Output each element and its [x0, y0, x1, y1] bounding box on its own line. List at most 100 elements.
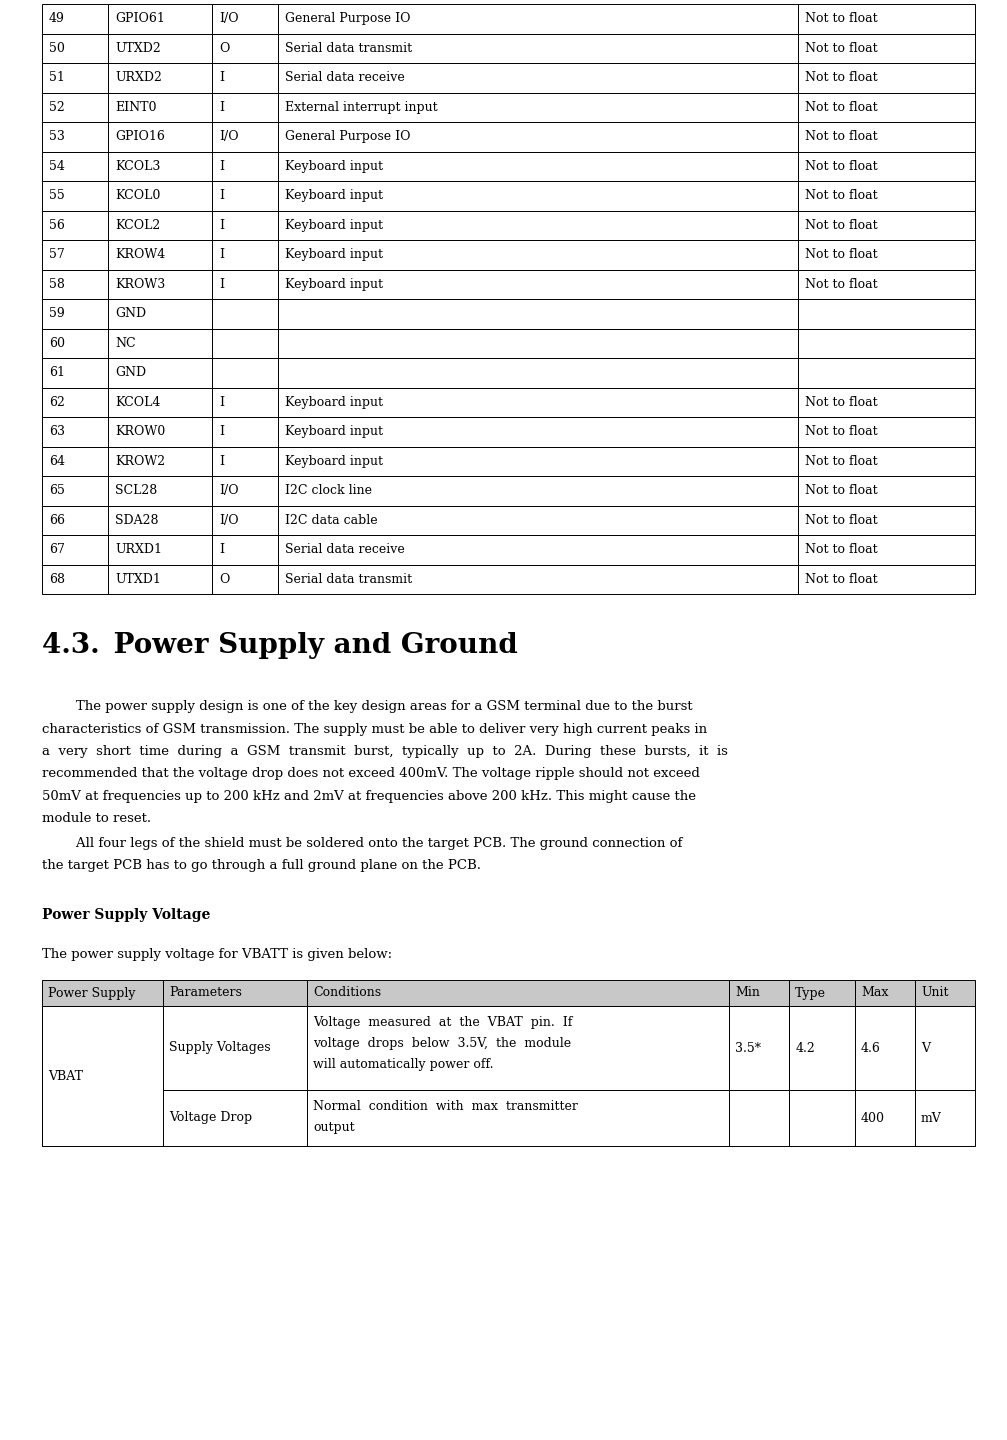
Bar: [789, 981, 855, 1007]
Bar: [108, 446, 212, 477]
Bar: [278, 151, 799, 181]
Text: I/O: I/O: [220, 484, 239, 497]
Text: Voltage Drop: Voltage Drop: [169, 1112, 252, 1125]
Text: 58: 58: [49, 278, 64, 291]
Bar: [212, 63, 278, 92]
Text: Keyboard input: Keyboard input: [285, 160, 384, 173]
Text: 62: 62: [49, 396, 64, 409]
Text: Keyboard input: Keyboard input: [285, 278, 384, 291]
Bar: [799, 477, 975, 505]
Bar: [212, 505, 278, 536]
Text: KROW0: KROW0: [115, 425, 165, 438]
Bar: [108, 122, 212, 151]
Bar: [42, 4, 108, 33]
Bar: [278, 33, 799, 63]
Text: GPIO16: GPIO16: [115, 130, 165, 143]
Text: I: I: [220, 425, 225, 438]
Bar: [212, 328, 278, 359]
Bar: [278, 269, 799, 300]
Text: Serial data receive: Serial data receive: [285, 543, 405, 556]
Bar: [799, 300, 975, 328]
Text: I: I: [220, 189, 225, 202]
Bar: [278, 446, 799, 477]
Bar: [799, 151, 975, 181]
Text: Power Supply: Power Supply: [48, 986, 136, 999]
Text: Not to float: Not to float: [806, 189, 878, 202]
Bar: [108, 210, 212, 240]
Bar: [108, 63, 212, 92]
Text: UTXD2: UTXD2: [115, 42, 161, 55]
Bar: [108, 181, 212, 210]
Text: Not to float: Not to float: [806, 278, 878, 291]
Bar: [212, 151, 278, 181]
Text: KCOL2: KCOL2: [115, 219, 160, 232]
Text: GND: GND: [115, 307, 146, 320]
Bar: [108, 328, 212, 359]
Text: 67: 67: [49, 543, 64, 556]
Text: Keyboard input: Keyboard input: [285, 455, 384, 468]
Text: O: O: [220, 42, 230, 55]
Bar: [212, 92, 278, 122]
Bar: [799, 446, 975, 477]
Bar: [212, 33, 278, 63]
Text: Not to float: Not to float: [806, 573, 878, 586]
Text: General Purpose IO: General Purpose IO: [285, 13, 411, 26]
Text: Keyboard input: Keyboard input: [285, 425, 384, 438]
Bar: [42, 1090, 163, 1146]
Bar: [108, 536, 212, 564]
Bar: [278, 328, 799, 359]
Bar: [307, 981, 729, 1007]
Text: Not to float: Not to float: [806, 425, 878, 438]
Bar: [278, 477, 799, 505]
Bar: [278, 418, 799, 446]
Text: I2C clock line: I2C clock line: [285, 484, 373, 497]
Text: recommended that the voltage drop does not exceed 400mV. The voltage ripple shou: recommended that the voltage drop does n…: [42, 768, 700, 780]
Text: 55: 55: [49, 189, 64, 202]
Text: Power Supply Voltage: Power Supply Voltage: [42, 909, 210, 922]
Text: 400: 400: [861, 1112, 885, 1125]
Bar: [42, 210, 108, 240]
Text: 3.5*: 3.5*: [735, 1041, 761, 1054]
Bar: [307, 1007, 729, 1090]
Bar: [799, 122, 975, 151]
Bar: [729, 1007, 789, 1090]
Bar: [108, 4, 212, 33]
Text: 64: 64: [49, 455, 65, 468]
Text: Not to float: Not to float: [806, 219, 878, 232]
Text: URXD2: URXD2: [115, 71, 162, 85]
Bar: [799, 564, 975, 593]
Bar: [108, 387, 212, 418]
Bar: [42, 181, 108, 210]
Text: NC: NC: [115, 337, 136, 350]
Text: will automatically power off.: will automatically power off.: [313, 1058, 493, 1071]
Bar: [729, 1090, 789, 1146]
Bar: [108, 477, 212, 505]
Bar: [163, 1090, 307, 1146]
Text: KROW3: KROW3: [115, 278, 165, 291]
Bar: [108, 505, 212, 536]
Text: mV: mV: [921, 1112, 942, 1125]
Text: Not to float: Not to float: [806, 455, 878, 468]
Text: Min: Min: [735, 986, 760, 999]
Text: External interrupt input: External interrupt input: [285, 101, 438, 114]
Bar: [212, 359, 278, 387]
Bar: [42, 446, 108, 477]
Bar: [212, 387, 278, 418]
Bar: [278, 210, 799, 240]
Text: I2C data cable: I2C data cable: [285, 514, 378, 527]
Text: Conditions: Conditions: [313, 986, 381, 999]
Bar: [42, 981, 163, 1007]
Bar: [799, 387, 975, 418]
Text: Not to float: Not to float: [806, 543, 878, 556]
Text: 51: 51: [49, 71, 64, 85]
Text: 54: 54: [49, 160, 64, 173]
Bar: [42, 92, 108, 122]
Bar: [789, 1090, 855, 1146]
Text: Serial data receive: Serial data receive: [285, 71, 405, 85]
Text: 4.2: 4.2: [796, 1041, 815, 1054]
Text: I/O: I/O: [220, 514, 239, 527]
Text: General Purpose IO: General Purpose IO: [285, 130, 411, 143]
Bar: [799, 4, 975, 33]
Bar: [799, 181, 975, 210]
Text: GND: GND: [115, 366, 146, 379]
